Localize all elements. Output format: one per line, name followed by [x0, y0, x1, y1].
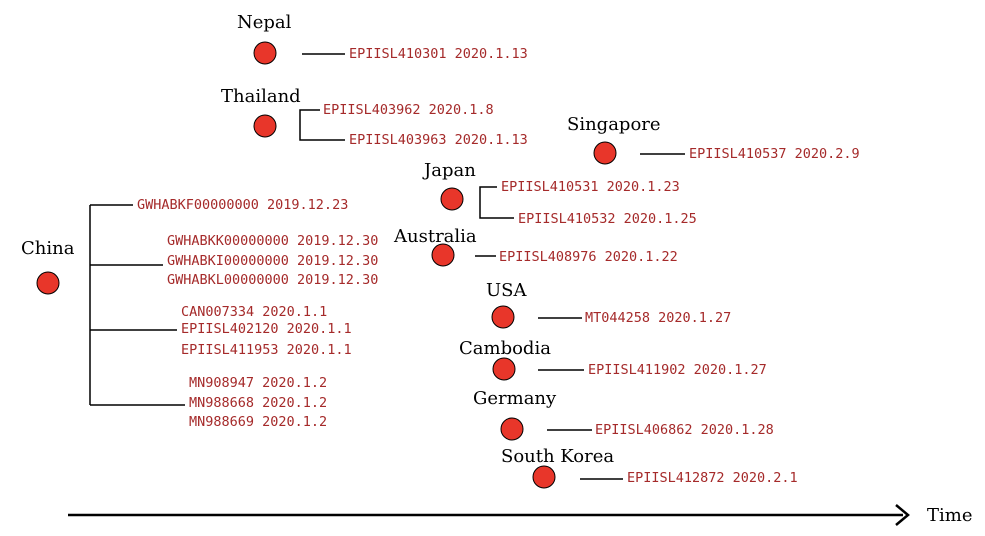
- time-axis-arrowhead: [895, 504, 910, 526]
- node-japan: [440, 187, 464, 211]
- sequence-china-g3-1: CAN007334 2020.1.1: [181, 304, 327, 320]
- node-china: [36, 271, 60, 295]
- country-label-cambodia: Cambodia: [459, 338, 551, 359]
- country-label-nepal: Nepal: [237, 12, 292, 33]
- sequence-japan-1: EPIISL410531 2020.1.23: [501, 179, 680, 195]
- node-usa: [491, 305, 515, 329]
- node-south-korea: [532, 465, 556, 489]
- sequence-usa-1: MT044258 2020.1.27: [585, 310, 731, 326]
- country-label-usa: USA: [486, 280, 528, 301]
- sequence-china-g2-1: GWHABKK00000000 2019.12.30: [167, 233, 378, 249]
- bracket-japan: [479, 186, 514, 219]
- sequence-china-g4-1: MN908947 2020.1.2: [189, 375, 327, 391]
- sequence-japan-2: EPIISL410532 2020.1.25: [518, 211, 697, 227]
- country-label-australia: Australia: [393, 226, 477, 247]
- node-cambodia: [492, 357, 516, 381]
- country-label-singapore: Singapore: [567, 114, 661, 135]
- node-singapore: [593, 141, 617, 165]
- node-nepal: [253, 41, 277, 65]
- time-axis-label: Time: [927, 505, 972, 526]
- country-label-thailand: Thailand: [221, 86, 301, 107]
- sequence-china-g2-3: GWHABKL00000000 2019.12.30: [167, 272, 378, 288]
- sequence-thailand-1: EPIISL403962 2020.1.8: [323, 102, 494, 118]
- node-thailand: [253, 114, 277, 138]
- sequence-china-g4-3: MN988669 2020.1.2: [189, 414, 327, 430]
- sequence-china-g2-2: GWHABKI00000000 2019.12.30: [167, 253, 378, 269]
- country-label-china: China: [21, 238, 75, 259]
- sequence-south-korea-1: EPIISL412872 2020.2.1: [627, 470, 798, 486]
- sequence-australia-1: EPIISL408976 2020.1.22: [499, 249, 678, 265]
- country-label-south-korea: South Korea: [501, 446, 614, 467]
- node-germany: [500, 417, 524, 441]
- country-label-japan: Japan: [422, 160, 476, 181]
- bracket-thailand: [299, 109, 345, 141]
- sequence-thailand-2: EPIISL403963 2020.1.13: [349, 132, 528, 148]
- sequence-china-g3-3: EPIISL411953 2020.1.1: [181, 342, 352, 358]
- country-label-germany: Germany: [473, 388, 557, 409]
- sequence-china-g4-2: MN988668 2020.1.2: [189, 395, 327, 411]
- node-australia: [431, 243, 455, 267]
- sequence-cambodia-1: EPIISL411902 2020.1.27: [588, 362, 767, 378]
- sequence-china-g3-2: EPIISL402120 2020.1.1: [181, 321, 352, 337]
- sequence-singapore-1: EPIISL410537 2020.2.9: [689, 146, 860, 162]
- sequence-nepal-1: EPIISL410301 2020.1.13: [349, 46, 528, 62]
- sequence-germany-1: EPIISL406862 2020.1.28: [595, 422, 774, 438]
- sequence-china-g1-1: GWHABKF00000000 2019.12.23: [137, 197, 348, 213]
